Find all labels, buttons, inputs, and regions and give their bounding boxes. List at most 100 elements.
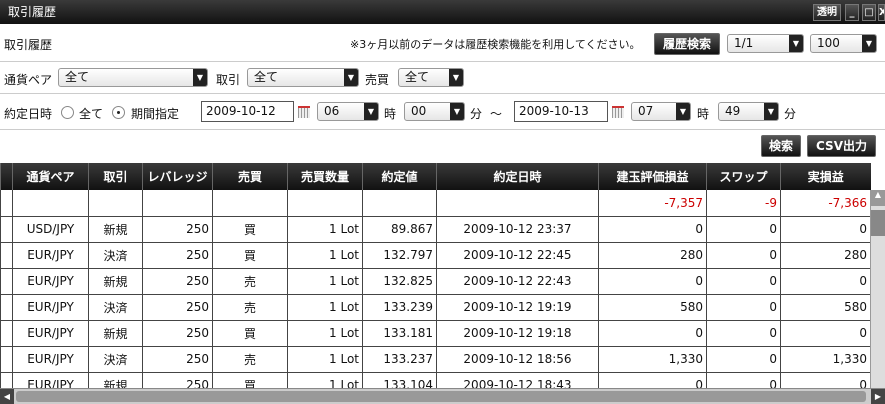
side-label: 売買 xyxy=(365,73,390,87)
column-header[interactable]: スワップ xyxy=(706,163,781,190)
table-cell: 250 xyxy=(142,216,213,243)
date-bar: 約定日時 全て 期間指定 2009-10-12 06 ▼ 時 00 ▼ 分 ～ 20… xyxy=(0,94,885,130)
window-title: 取引履歴 xyxy=(8,5,57,19)
csv-export-button[interactable]: CSV出力 xyxy=(807,135,876,157)
summary-cell xyxy=(0,190,13,217)
minimize-button[interactable]: _ xyxy=(845,4,859,21)
table-cell: 0 xyxy=(598,268,707,295)
table-row[interactable]: USD/JPY 新規 250 買 1 Lot 89.867 2009-10-12 23:37… xyxy=(0,216,871,243)
date-label: 約定日時 xyxy=(4,107,53,121)
table-cell: 280 xyxy=(598,242,707,269)
table-cell: 1 Lot xyxy=(287,294,363,321)
table-row[interactable]: EUR/JPY 決済 250 売 1 Lot 133.239 2009-10-12 19:1… xyxy=(0,294,871,321)
table-cell: 決済 xyxy=(88,242,143,269)
to-date-input[interactable]: 2009-10-13 xyxy=(514,101,608,122)
maximize-button[interactable]: □ xyxy=(862,4,876,21)
to-hour-select[interactable]: 07 ▼ xyxy=(631,102,691,121)
pair-select[interactable]: 全て ▼ xyxy=(58,68,208,87)
table-cell: 1,330 xyxy=(780,346,871,373)
row-spacer xyxy=(0,346,13,373)
table-cell: 新規 xyxy=(88,320,143,347)
to-hour-value: 07 xyxy=(638,104,654,118)
from-date-input[interactable]: 2009-10-12 xyxy=(201,101,294,122)
hour-unit: 時 xyxy=(384,107,397,121)
scroll-left-icon[interactable]: ◀ xyxy=(0,389,14,404)
table-cell: 0 xyxy=(706,294,781,321)
table-cell: 決済 xyxy=(88,346,143,373)
summary-cell xyxy=(362,190,437,217)
from-hour-select[interactable]: 06 ▼ xyxy=(317,102,379,121)
to-minute-select[interactable]: 49 ▼ xyxy=(718,102,779,121)
scroll-up-icon[interactable]: ▲ xyxy=(871,190,885,206)
table-row[interactable]: EUR/JPY 決済 250 買 1 Lot 132.797 2009-10-12 22:4… xyxy=(0,242,871,269)
from-minute-select[interactable]: 00 ▼ xyxy=(404,102,465,121)
column-header[interactable]: 実損益 xyxy=(780,163,871,190)
table-cell: 2009-10-12 22:45 xyxy=(436,242,599,269)
table-cell: 132.797 xyxy=(362,242,437,269)
column-header[interactable]: 取引 xyxy=(88,163,143,190)
transparent-button[interactable]: 透明 xyxy=(813,4,841,21)
column-header[interactable]: 約定値 xyxy=(362,163,437,190)
column-header[interactable]: 約定日時 xyxy=(436,163,599,190)
table-cell: 250 xyxy=(142,346,213,373)
per-page-select[interactable]: 100 ▼ xyxy=(810,34,877,53)
table-cell: 250 xyxy=(142,242,213,269)
summary-cell xyxy=(212,190,288,217)
scroll-right-icon[interactable]: ▶ xyxy=(871,389,885,404)
column-header[interactable]: 通貨ペア xyxy=(12,163,89,190)
calendar-icon[interactable] xyxy=(612,106,624,118)
table-cell: 250 xyxy=(142,268,213,295)
chevron-down-icon: ▼ xyxy=(193,69,207,86)
hscroll-thumb[interactable] xyxy=(16,391,866,402)
page-value: 1/1 xyxy=(734,36,754,50)
filter-bar: 通貨ペア 全て ▼ 取引 全て ▼ 売買 全て ▼ xyxy=(0,62,885,94)
trade-select[interactable]: 全て ▼ xyxy=(247,68,359,87)
history-search-button[interactable]: 履歴検索 xyxy=(654,33,720,55)
scroll-thumb[interactable] xyxy=(871,210,885,236)
chevron-down-icon: ▼ xyxy=(676,103,690,120)
page-select[interactable]: 1/1 ▼ xyxy=(727,34,804,53)
table-cell: 0 xyxy=(706,242,781,269)
table-cell: 決済 xyxy=(88,294,143,321)
table-cell: 0 xyxy=(706,216,781,243)
table-cell: 1 Lot xyxy=(287,242,363,269)
radio-range[interactable] xyxy=(112,106,125,119)
table-cell: 買 xyxy=(212,242,288,269)
table-cell: 2009-10-12 22:43 xyxy=(436,268,599,295)
table-cell: 0 xyxy=(598,216,707,243)
column-header[interactable]: 建玉評価損益 xyxy=(598,163,707,190)
top-bar: 取引履歴 ※3ヶ月以前のデータは履歴検索機能を利用してください。 履歴検索 1/… xyxy=(0,24,885,62)
close-button[interactable]: X xyxy=(878,4,885,21)
table-cell: 133.239 xyxy=(362,294,437,321)
summary-cell xyxy=(88,190,143,217)
row-spacer xyxy=(0,216,13,243)
chevron-down-icon: ▼ xyxy=(364,103,378,120)
table-cell: 2009-10-12 18:56 xyxy=(436,346,599,373)
pair-value: 全て xyxy=(65,70,90,84)
table-cell: 580 xyxy=(780,294,871,321)
table-cell: EUR/JPY xyxy=(12,242,89,269)
horizontal-scrollbar[interactable]: ◀ ▶ xyxy=(0,388,885,404)
search-button[interactable]: 検索 xyxy=(761,135,801,157)
chevron-down-icon: ▼ xyxy=(449,69,463,86)
calendar-icon[interactable] xyxy=(298,106,310,118)
table-cell: 2009-10-12 19:18 xyxy=(436,320,599,347)
table-cell: 0 xyxy=(706,320,781,347)
radio-all[interactable] xyxy=(61,106,74,119)
chevron-down-icon: ▼ xyxy=(450,103,464,120)
table-row[interactable]: EUR/JPY 新規 250 買 1 Lot 133.181 2009-10-12 19:1… xyxy=(0,320,871,347)
table-cell: 2009-10-12 23:37 xyxy=(436,216,599,243)
column-header[interactable]: 売買 xyxy=(212,163,288,190)
range-tilde: ～ xyxy=(490,107,503,121)
table-row[interactable]: EUR/JPY 決済 250 売 1 Lot 133.237 2009-10-12 18:5… xyxy=(0,346,871,373)
vertical-scrollbar[interactable]: ▲ xyxy=(870,190,885,388)
column-header[interactable]: 売買数量 xyxy=(287,163,363,190)
column-header[interactable]: レバレッジ xyxy=(142,163,213,190)
side-select[interactable]: 全て ▼ xyxy=(398,68,464,87)
table-row[interactable]: EUR/JPY 新規 250 売 1 Lot 132.825 2009-10-12 22:4… xyxy=(0,268,871,295)
summary-cell: -9 xyxy=(706,190,781,217)
table-cell: EUR/JPY xyxy=(12,294,89,321)
radio-all-label: 全て xyxy=(79,107,104,121)
per-page-value: 100 xyxy=(817,36,840,50)
table-cell: 新規 xyxy=(88,216,143,243)
